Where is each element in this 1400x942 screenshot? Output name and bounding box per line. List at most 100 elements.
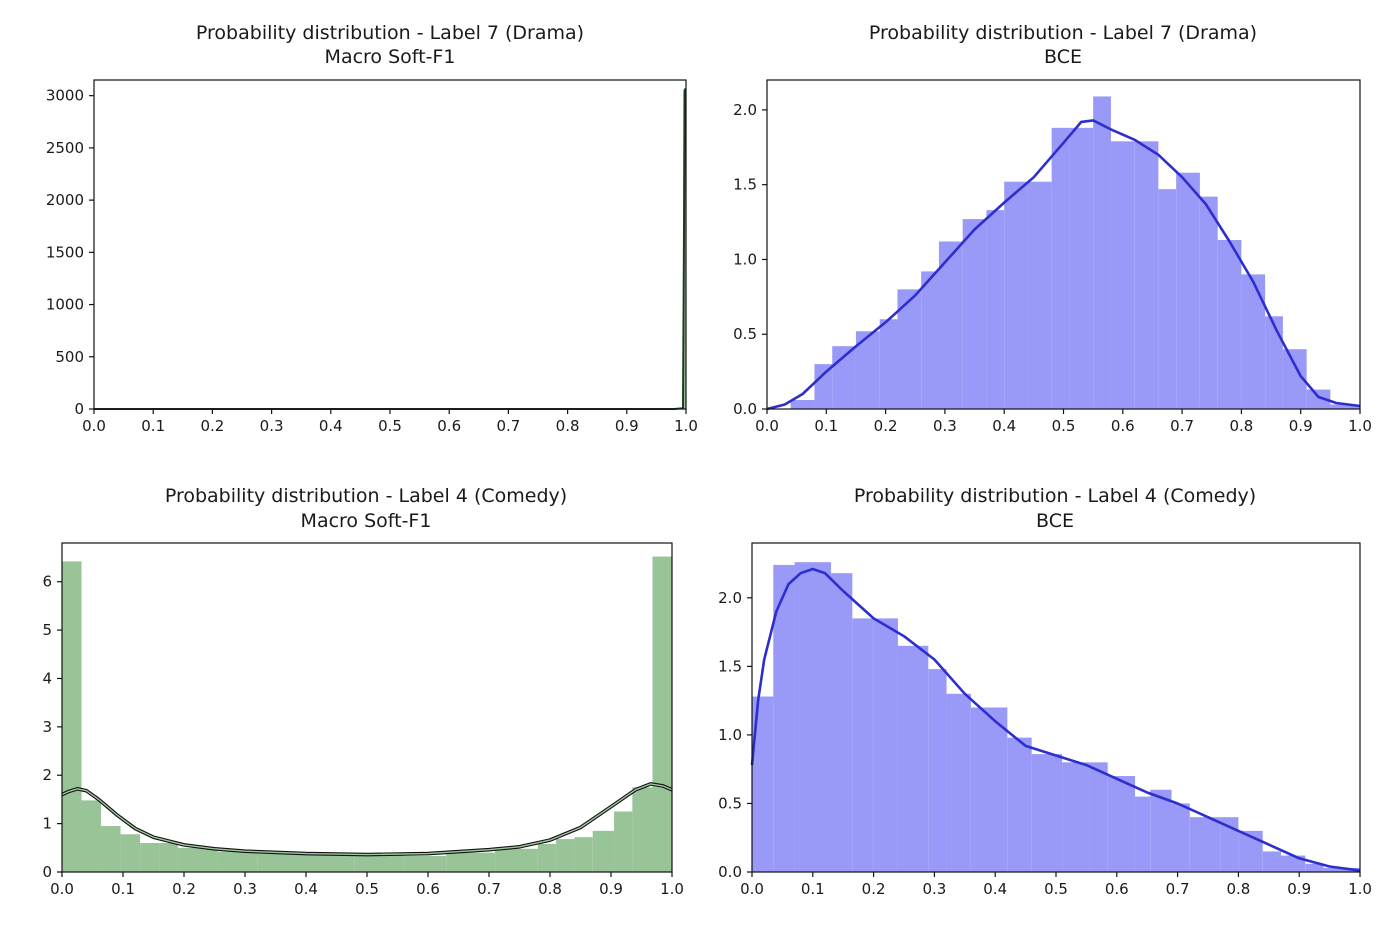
panel-subtitle: Macro Soft-F1: [325, 46, 456, 68]
x-tick-label: 0.7: [496, 417, 520, 435]
histogram-bar: [101, 826, 121, 872]
x-tick-label: 0.5: [378, 417, 402, 435]
histogram-bar: [592, 830, 615, 872]
x-tick-label: 0.0: [755, 417, 779, 435]
x-tick-label: 0.8: [556, 417, 580, 435]
x-tick-label: 0.8: [1229, 417, 1253, 435]
y-tick-label: 6: [42, 573, 52, 591]
histogram-bar: [897, 289, 922, 409]
histogram-bar: [1062, 762, 1090, 872]
histogram-bar: [879, 319, 898, 409]
x-tick-label: 1.0: [1348, 880, 1372, 898]
histogram-bar: [928, 669, 947, 872]
histogram-bar: [537, 843, 557, 872]
panel-title: Probability distribution - Label 7 (Dram…: [869, 22, 1257, 44]
y-tick-label: 0.5: [733, 325, 757, 343]
panel-subtitle: Macro Soft-F1: [301, 510, 432, 532]
histogram-bar: [120, 834, 141, 872]
histogram-bar: [354, 855, 404, 872]
histogram-bar: [970, 707, 1008, 872]
histogram-bar: [852, 618, 874, 872]
x-tick-label: 0.3: [922, 880, 946, 898]
panel-comedy-bce: Probability distribution - Label 4 (Come…: [718, 485, 1372, 898]
histogram-bar: [1135, 796, 1151, 872]
histogram-bar: [556, 839, 575, 872]
histogram-bar: [1220, 817, 1239, 872]
x-tick-label: 0.1: [111, 880, 135, 898]
histogram-bar: [1004, 181, 1028, 409]
plot-area: 0.0 0.1 0.2 0.3 0.4 0.5 0.6 0.7 0.8 0.9 1.0 0 1 2 3 4 5 6: [42, 542, 684, 898]
histogram-bar: [159, 842, 178, 872]
histogram-bar: [1051, 127, 1070, 409]
x-tick-label: 0.6: [1105, 880, 1129, 898]
x-tick-label: 0.9: [1289, 417, 1313, 435]
kde-line: [61, 783, 673, 856]
x-tick-label: 1.0: [674, 417, 698, 435]
histogram-bar: [1189, 817, 1221, 872]
x-tick-label: 0.1: [814, 417, 838, 435]
x-tick-label: 0.7: [477, 880, 501, 898]
x-tick-label: 0.0: [740, 880, 764, 898]
y-tick-label: 0: [74, 400, 84, 418]
histogram-bar: [632, 787, 653, 872]
histogram-bar: [177, 847, 218, 872]
panel-comedy-softf1: Probability distribution - Label 4 (Come…: [42, 485, 683, 898]
histogram-bar: [1007, 737, 1032, 872]
histogram-bar: [1305, 863, 1324, 872]
histogram-bar: [1158, 189, 1177, 409]
x-tick-label: 0.6: [416, 880, 440, 898]
histogram-bar: [938, 241, 963, 409]
y-tick-label: 3: [42, 718, 52, 736]
x-tick-label: 0.5: [1052, 417, 1076, 435]
histogram-bar: [1217, 240, 1242, 409]
y-tick-label: 2500: [46, 139, 84, 157]
x-tick-label: 0.2: [172, 880, 196, 898]
histogram-bar: [855, 331, 880, 409]
x-tick-label: 0.7: [1166, 880, 1190, 898]
y-tick-label: 500: [55, 348, 84, 366]
y-tick-label: 1.0: [718, 726, 742, 744]
histogram-bar: [306, 854, 355, 872]
histogram-bar: [773, 564, 795, 872]
x-tick-label: 0.7: [1170, 417, 1194, 435]
y-tick-label: 2000: [46, 191, 84, 209]
panel-title: Probability distribution - Label 4 (Come…: [854, 485, 1256, 507]
histogram-bar: [814, 364, 833, 409]
histogram-bar: [1241, 274, 1266, 409]
x-tick-label: 0.3: [933, 417, 957, 435]
plot-area: 0.0 0.1 0.2 0.3 0.4 0.5 0.6 0.7 0.8 0.9 1.0 0.0 0.5 1…: [718, 542, 1372, 898]
histogram-bar: [1031, 754, 1063, 872]
panel-title: Probability distribution - Label 7 (Dram…: [196, 22, 584, 44]
panel-drama-softf1: Probability distribution - Label 7 (Dram…: [46, 22, 698, 435]
x-tick-label: 0.1: [141, 417, 165, 435]
x-tick-label: 0.4: [294, 880, 318, 898]
y-tick-label: 4: [42, 669, 52, 687]
histogram-bar: [873, 618, 898, 872]
y-tick-label: 0.0: [718, 863, 742, 881]
x-tick-label: 0.8: [1226, 880, 1250, 898]
y-tick-label: 1.5: [733, 176, 757, 194]
y-tick-label: 0.5: [718, 794, 742, 812]
x-tick-label: 0.8: [538, 880, 562, 898]
histogram-bar: [652, 556, 672, 872]
x-tick-label: 0.9: [599, 880, 623, 898]
x-tick-label: 0.0: [50, 880, 74, 898]
y-tick-label: 1.5: [718, 657, 742, 675]
y-tick-label: 2: [42, 766, 52, 784]
x-tick-label: 0.2: [200, 417, 224, 435]
histogram-bar: [1089, 762, 1108, 872]
x-tick-label: 0.4: [992, 417, 1016, 435]
y-tick-label: 1500: [46, 243, 84, 261]
histogram-bar: [897, 645, 929, 872]
histogram-bar: [1330, 404, 1360, 409]
panel-title: Probability distribution - Label 4 (Come…: [165, 485, 567, 507]
histogram-bar: [921, 271, 939, 409]
histogram-bar: [217, 851, 258, 872]
histogram-bar: [831, 573, 853, 872]
kde-line: [750, 567, 1361, 872]
histogram-bar: [1107, 776, 1136, 872]
histogram-bar: [752, 696, 774, 872]
x-tick-label: 1.0: [1348, 417, 1372, 435]
y-tick-label: 2.0: [718, 589, 742, 607]
